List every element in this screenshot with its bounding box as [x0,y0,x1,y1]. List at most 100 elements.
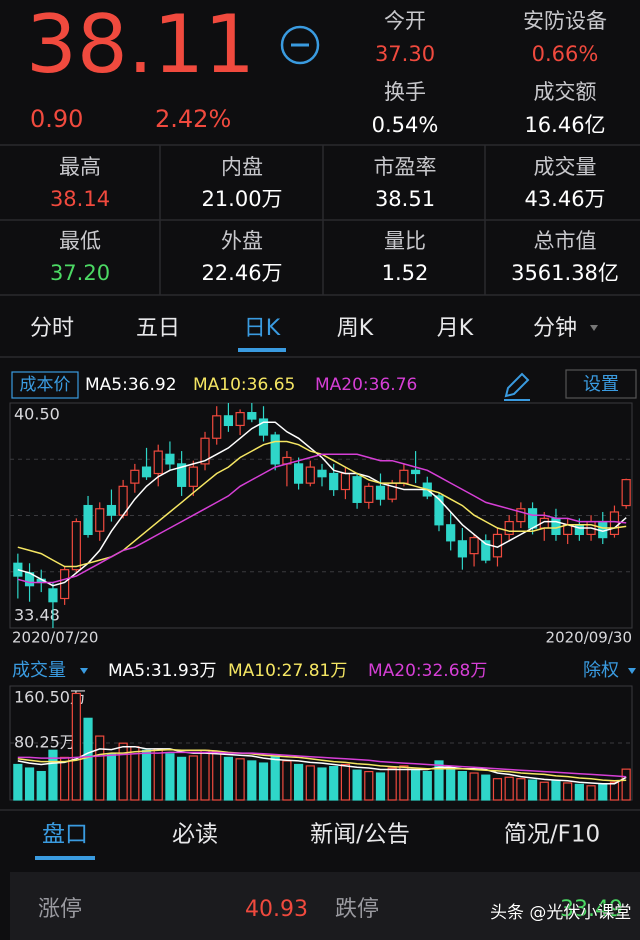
limit-up: 40.93 [245,897,308,922]
volume-bar [399,765,409,801]
candle-body [434,495,444,526]
change: 0.90 [30,105,83,133]
volume-bar [410,769,421,801]
candle-body [200,437,210,465]
volume-bar [282,760,292,801]
volume-title[interactable]: 成交量 [12,660,66,681]
candle-body [609,511,620,536]
stat-value: 37.20 [50,261,110,285]
tab[interactable]: 分时 [30,316,74,341]
stat-label: 内盘 [221,155,263,179]
volume-bar [586,785,596,801]
volume-bar [317,767,327,801]
legend-entry: MA5:36.92 [85,375,177,395]
volume-bar [223,756,234,801]
cost-label[interactable]: 成本价 [20,375,71,395]
volume-bar [469,772,479,801]
settings-label[interactable]: 设置 [583,374,619,395]
candle-body [446,524,456,542]
stat-value: 22.46万 [201,261,282,285]
volume-bar [36,770,46,801]
ma-line [17,748,627,782]
quote-value: 16.46亿 [524,113,605,137]
volume-bar [60,756,70,801]
stat-value: 38.14 [50,187,110,211]
collapse-button[interactable] [280,25,320,65]
volume-bar [258,762,269,801]
tab[interactable]: 分钟 [533,316,577,341]
candle-body [141,466,152,478]
y-tick-label: 80.25万 [14,733,76,752]
dropdown-caret[interactable] [80,668,88,674]
volume-bar [106,753,117,801]
quote-label: 换手 [384,80,426,104]
candle-body [188,466,198,487]
volume-bar [305,765,315,801]
settings-button[interactable] [565,369,637,399]
tab[interactable]: 月K [437,316,474,341]
tab[interactable]: 五日 [136,316,180,341]
minus-circle[interactable] [280,25,320,65]
volume-bar [48,749,58,801]
candle-body [48,588,58,603]
candle-body [106,504,117,516]
bottom-tab[interactable]: 必读 [172,822,218,848]
volume-bar [270,755,280,801]
volume-bar [118,742,128,801]
bottom-tab[interactable]: 简况/F10 [504,822,600,848]
candle-body [270,434,280,465]
candle-body [305,466,315,484]
dropdown-caret[interactable] [628,668,636,674]
volume-bar [375,772,386,801]
candle-body [258,418,269,436]
candle-body [235,412,245,427]
volume-bar [340,763,350,801]
candle-body [223,415,234,427]
candle-body [294,463,304,484]
candle-body [375,485,386,500]
y-tick-label: 33.48 [14,606,60,625]
candle-body [469,537,479,555]
bottom-tab[interactable]: 新闻/公告 [310,822,410,848]
volume-bar [165,753,175,801]
tab[interactable]: 周K [337,316,374,341]
pencil[interactable] [504,372,530,398]
volume-bar [621,768,631,801]
candle-body [177,463,187,487]
volume-bar [235,758,245,801]
stat-value: 1.52 [382,261,429,285]
volume-bar [130,746,140,801]
ma-line [17,751,627,778]
stat-value: 43.46万 [524,187,605,211]
volume-bar [516,778,526,801]
candle-body [153,450,163,475]
volume-bar [539,781,549,801]
volume-bar [247,760,257,801]
candle-body [621,479,631,507]
tab-underline [35,856,95,860]
candle-body [598,520,608,539]
adjust-label[interactable]: 除权 [583,660,619,681]
dropdown-caret[interactable] [590,325,598,331]
edit-icon[interactable] [504,372,530,401]
volume-bar [83,717,93,801]
candle-body [317,469,327,478]
volume-bar [188,755,198,801]
bottom-tab[interactable]: 盘口 [42,822,88,848]
volume-bar [13,763,23,801]
cost-button[interactable] [11,371,79,399]
y-tick-label: 160.50万 [14,688,86,707]
y-tick-label: 40.50 [14,405,60,424]
volume-bar [294,763,304,801]
volume-bar [141,749,152,801]
quote-value: 37.30 [375,42,435,66]
quote-label: 今开 [384,9,426,33]
stat-label: 外盘 [221,229,263,253]
tab[interactable]: 日K [244,316,281,341]
volume-bar [527,779,538,801]
candle-body [60,569,70,600]
candle-body [71,520,81,571]
candle-body [574,524,584,536]
candle-body [130,469,140,484]
volume-bar [563,782,573,801]
